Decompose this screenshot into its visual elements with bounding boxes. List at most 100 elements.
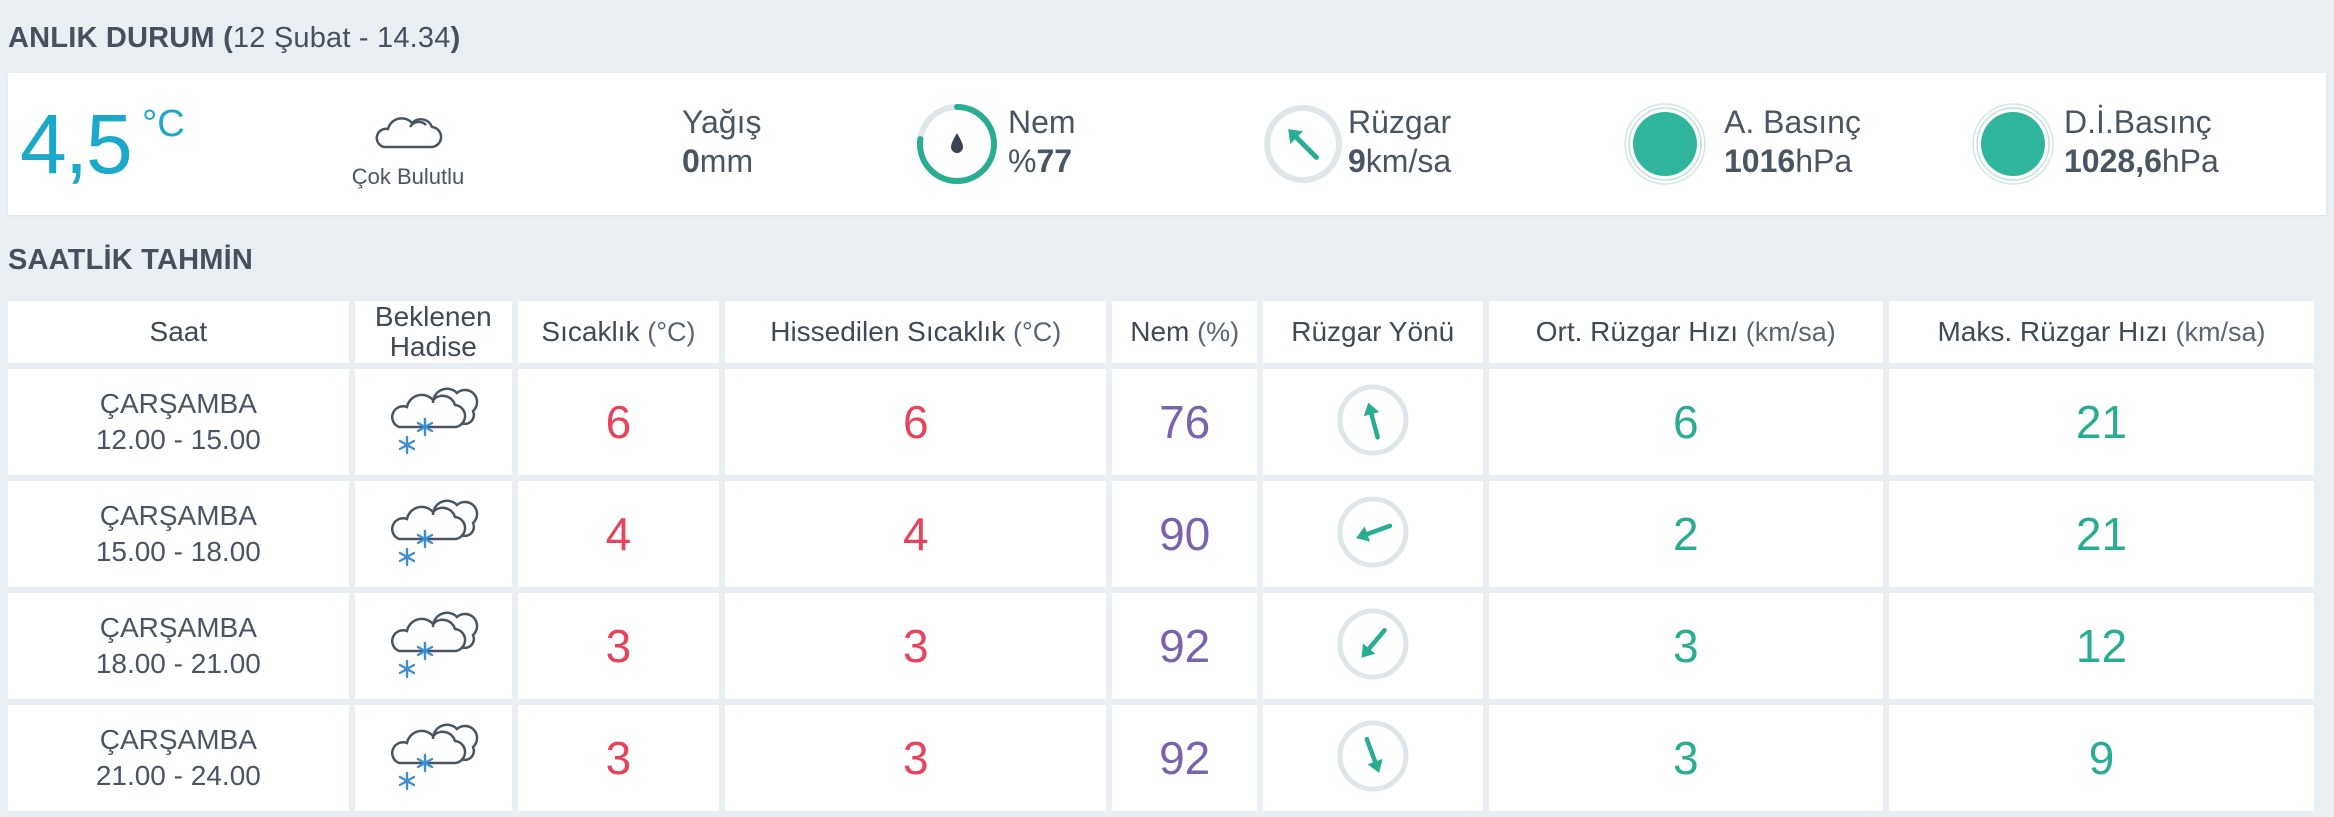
- cell-maks-ruzgar: 21: [1889, 369, 2314, 475]
- row-wind-avg: 3: [1672, 620, 1699, 672]
- cell-hissedilen: 6: [725, 369, 1107, 475]
- cell-hadise: [354, 593, 512, 699]
- current-conditions-heading: ANLIK DURUM (12 Şubat - 14.34): [8, 22, 460, 55]
- cell-nem: 90: [1112, 481, 1257, 587]
- table-row: ÇARŞAMBA 18.00 - 21.00 3 3 92 3 12: [8, 593, 2314, 699]
- row-wind-max: 9: [2088, 732, 2115, 784]
- sea-pressure-value: 1028,6hPa: [2064, 143, 2219, 179]
- current-heading-text: ANLIK DURUM: [8, 22, 215, 54]
- cell-ruzgar-yonu: [1262, 369, 1483, 475]
- cell-hissedilen: 4: [725, 481, 1107, 587]
- row-time: 21.00 - 24.00: [95, 760, 261, 791]
- cloud-icon: [375, 117, 443, 149]
- current-temperature-unit: °C: [142, 103, 185, 145]
- cell-sicaklik: 6: [517, 369, 720, 475]
- cell-hissedilen: 3: [725, 705, 1107, 811]
- current-condition-label: Çok Bulutlu: [351, 164, 465, 189]
- row-wind-avg: 6: [1672, 396, 1699, 448]
- cell-nem: 92: [1112, 705, 1257, 811]
- precipitation: Yağış 0mm: [682, 103, 761, 181]
- wind-direction-icon: [1264, 105, 1342, 183]
- table-row: ÇARŞAMBA 21.00 - 24.00 3 3 92 3 9: [8, 705, 2314, 811]
- row-wind-max: 12: [2075, 620, 2128, 672]
- cell-saat: ÇARŞAMBA 15.00 - 18.00: [8, 481, 349, 587]
- row-temperature: 4: [605, 508, 632, 560]
- cell-sicaklik: 4: [517, 481, 720, 587]
- row-feels-like: 6: [902, 396, 929, 448]
- table-header-row: Saat Beklenen Hadise Sıcaklık (°C) Hissed…: [8, 301, 2314, 363]
- snow-cloud-icon: [391, 723, 479, 790]
- row-humidity: 90: [1159, 508, 1211, 560]
- cell-sicaklik: 3: [517, 705, 720, 811]
- snow-cloud-icon: [391, 611, 479, 678]
- header-hissedilen: Hissedilen Sıcaklık (°C): [725, 301, 1107, 363]
- current-datetime: (12 Şubat - 14.34): [223, 22, 461, 54]
- wind-direction-icon: [1337, 720, 1409, 791]
- row-wind-max: 21: [2075, 508, 2128, 560]
- humidity: Nem %77: [1008, 103, 1076, 181]
- row-temperature: 3: [605, 732, 632, 784]
- precipitation-value: 0mm: [682, 143, 754, 179]
- cell-hissedilen: 3: [725, 593, 1107, 699]
- cell-hadise: [354, 369, 512, 475]
- precipitation-label: Yağış: [682, 104, 762, 140]
- snow-cloud-icon: [391, 499, 479, 566]
- row-humidity: 76: [1159, 396, 1211, 448]
- header-hadise: Beklenen Hadise: [354, 301, 512, 363]
- cell-ruzgar-yonu: [1262, 481, 1483, 587]
- cell-ruzgar-yonu: [1262, 593, 1483, 699]
- cell-ort-ruzgar: 2: [1488, 481, 1883, 587]
- header-nem: Nem (%): [1112, 301, 1257, 363]
- wind-direction-icon: [1337, 384, 1409, 455]
- sea-pressure-label: D.İ.Basınç: [2064, 104, 2212, 140]
- table-row: ÇARŞAMBA 12.00 - 15.00 6 6 76 6 21: [8, 369, 2314, 475]
- row-day: ÇARŞAMBA: [99, 724, 257, 755]
- wind-value: 9km/sa: [1348, 143, 1452, 179]
- row-time: 18.00 - 21.00: [95, 648, 261, 679]
- row-temperature: 3: [605, 620, 632, 672]
- row-wind-avg: 3: [1672, 732, 1699, 784]
- wind: Rüzgar 9km/sa: [1348, 103, 1451, 181]
- hourly-forecast-heading: SAATLİK TAHMİN: [8, 244, 253, 276]
- cell-ruzgar-yonu: [1262, 705, 1483, 811]
- cell-ort-ruzgar: 6: [1488, 369, 1883, 475]
- sea-pressure: D.İ.Basınç 1028,6hPa: [2064, 103, 2219, 181]
- cell-saat: ÇARŞAMBA 18.00 - 21.00: [8, 593, 349, 699]
- sea-pressure-icon: [1972, 103, 2054, 185]
- row-temperature: 6: [605, 396, 632, 448]
- cell-maks-ruzgar: 9: [1889, 705, 2314, 811]
- header-ruzgar-yonu: Rüzgar Yönü: [1262, 301, 1483, 363]
- wind-direction-icon: [1337, 608, 1409, 679]
- current-temperature-value: 4,5: [20, 97, 133, 191]
- wind-direction-icon: [1337, 496, 1409, 567]
- table-row: ÇARŞAMBA 15.00 - 18.00 4 4 90 2 21: [8, 481, 2314, 587]
- hourly-forecast-table: Saat Beklenen Hadise Sıcaklık (°C) Hissed…: [2, 295, 2320, 817]
- cell-saat: ÇARŞAMBA 21.00 - 24.00: [8, 705, 349, 811]
- pressure-label: A. Basınç: [1724, 104, 1861, 140]
- row-feels-like: 3: [902, 620, 929, 672]
- row-wind-max: 21: [2075, 396, 2128, 448]
- header-ort-ruzgar: Ort. Rüzgar Hızı (km/sa): [1488, 301, 1883, 363]
- row-day: ÇARŞAMBA: [99, 612, 257, 643]
- pressure-icon: [1624, 103, 1706, 185]
- humidity-gauge-icon: [917, 104, 997, 184]
- row-humidity: 92: [1159, 620, 1211, 672]
- pressure: A. Basınç 1016hPa: [1724, 103, 1861, 181]
- cell-nem: 76: [1112, 369, 1257, 475]
- row-day: ÇARŞAMBA: [99, 388, 257, 419]
- header-saat: Saat: [8, 301, 349, 363]
- cell-maks-ruzgar: 12: [1889, 593, 2314, 699]
- wind-label: Rüzgar: [1348, 104, 1452, 140]
- current-conditions-panel: 4,5 °C Çok Bulutlu Yağış 0mm Nem %77 Rüz…: [8, 73, 2326, 215]
- cell-ort-ruzgar: 3: [1488, 593, 1883, 699]
- row-time: 15.00 - 18.00: [95, 536, 261, 567]
- snow-cloud-icon: [391, 387, 479, 454]
- row-time: 12.00 - 15.00: [95, 424, 261, 455]
- row-feels-like: 3: [902, 732, 929, 784]
- header-maks-ruzgar: Maks. Rüzgar Hızı (km/sa): [1889, 301, 2314, 363]
- row-day: ÇARŞAMBA: [99, 500, 257, 531]
- row-wind-avg: 2: [1672, 508, 1699, 560]
- humidity-label: Nem: [1008, 104, 1076, 140]
- cell-hadise: [354, 481, 512, 587]
- cell-ort-ruzgar: 3: [1488, 705, 1883, 811]
